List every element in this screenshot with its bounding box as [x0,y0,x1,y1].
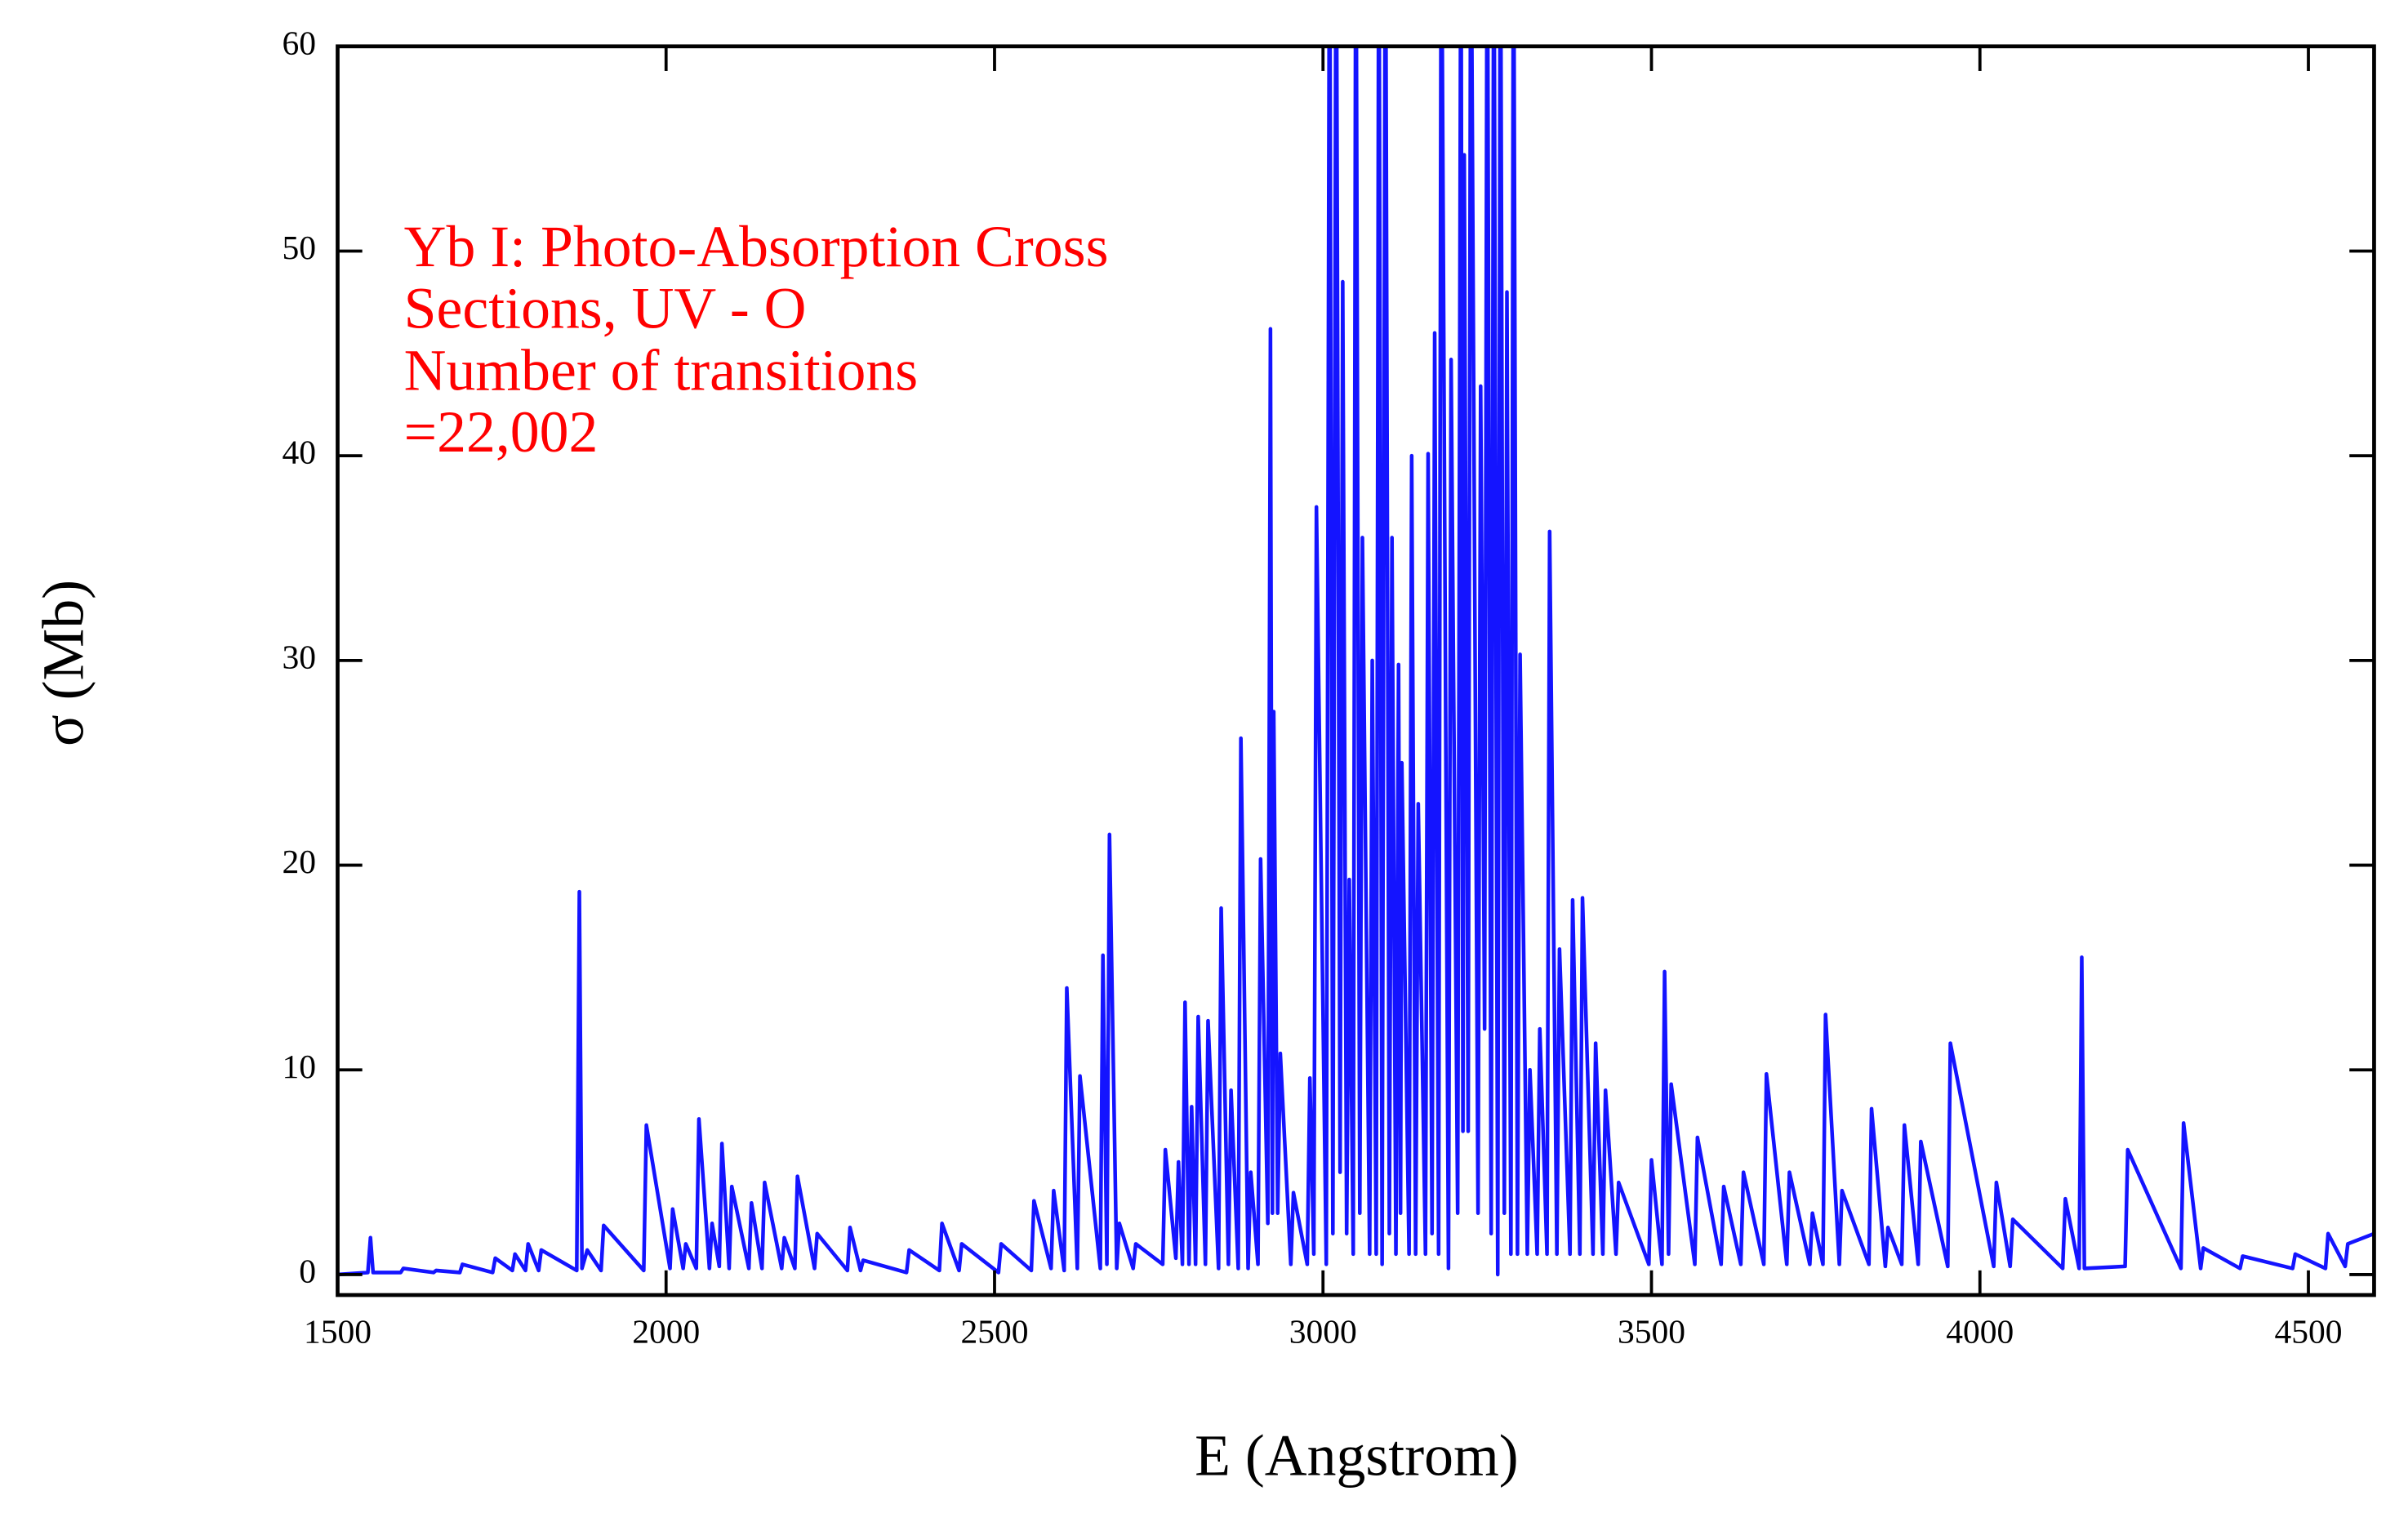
y-tick-label: 50 [283,229,317,266]
annotation-line: =22,002 [404,399,599,465]
annotation-line: Number of transitions [404,337,919,403]
x-tick-label: 4500 [2274,1313,2342,1351]
y-tick-label: 60 [283,24,317,61]
y-axis-label: σ (Mb) [30,580,96,746]
y-tick-label: 0 [299,1252,316,1289]
y-tick-label: 10 [283,1048,317,1085]
plot-frame [336,44,2376,1297]
x-tick-label: 2500 [960,1313,1028,1351]
x-tick-label: 3500 [1618,1313,1685,1351]
annotation-line: Yb I: Photo-Absorption Cross [404,214,1109,279]
x-tick-label: 1500 [304,1313,372,1351]
y-tick-label: 20 [283,843,317,880]
x-tick-label: 2000 [632,1313,700,1351]
x-axis-label: E (Angstrom) [1195,1422,1518,1488]
x-tick-label: 4000 [1946,1313,2014,1351]
y-tick-label: 40 [283,434,317,471]
x-tick-label: 3000 [1289,1313,1357,1351]
y-tick-label: 30 [283,638,317,675]
annotation-line: Sections, UV - O [404,276,807,341]
data-line [337,46,2375,1277]
